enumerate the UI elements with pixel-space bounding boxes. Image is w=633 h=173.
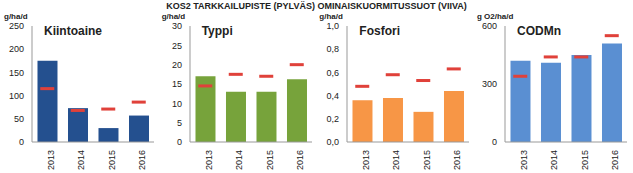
html-text:g/ha/d: g/ha/d bbox=[319, 12, 343, 21]
html-text:g/ha/d: g/ha/d bbox=[161, 12, 186, 21]
svg-text:2013: 2013 bbox=[361, 150, 371, 170]
svg-text:0: 0 bbox=[177, 137, 182, 147]
svg-text:30: 30 bbox=[172, 21, 182, 31]
svg-text:0: 0 bbox=[492, 137, 497, 147]
html-text:CODMn: CODMn bbox=[517, 24, 561, 38]
svg-text:0,6: 0,6 bbox=[327, 68, 340, 78]
svg-text:2015: 2015 bbox=[107, 150, 117, 170]
svg-text:2015: 2015 bbox=[422, 150, 432, 170]
svg-text:0: 0 bbox=[19, 137, 24, 147]
svg-text:2014: 2014 bbox=[549, 150, 559, 170]
svg-text:2016: 2016 bbox=[137, 150, 147, 170]
svg-text:25: 25 bbox=[172, 41, 182, 51]
svg-text:0,4: 0,4 bbox=[327, 91, 340, 101]
svg-text:5: 5 bbox=[177, 118, 182, 128]
html-text:KOS2 TARKKAILUPISTE (PYLVÄS) O: KOS2 TARKKAILUPISTE (PYLVÄS) OMINAISKUOR… bbox=[166, 1, 467, 11]
html-text:g/ha/d: g/ha/d bbox=[4, 12, 28, 21]
svg-text:1,0: 1,0 bbox=[327, 21, 340, 31]
svg-text:200: 200 bbox=[9, 44, 24, 54]
svg-text:150: 150 bbox=[9, 68, 24, 78]
svg-text:2014: 2014 bbox=[76, 150, 86, 170]
html-text:Kiintoaine: Kiintoaine bbox=[44, 24, 102, 38]
svg-text:2014: 2014 bbox=[234, 150, 244, 170]
svg-text:2016: 2016 bbox=[610, 150, 620, 170]
svg-text:15: 15 bbox=[172, 79, 182, 89]
svg-text:250: 250 bbox=[9, 21, 24, 31]
svg-text:2013: 2013 bbox=[203, 150, 213, 170]
svg-text:50: 50 bbox=[14, 114, 24, 124]
svg-text:10: 10 bbox=[172, 99, 182, 109]
svg-text:2016: 2016 bbox=[295, 150, 305, 170]
html-text:Typpi: Typpi bbox=[201, 24, 233, 38]
svg-text:2013: 2013 bbox=[46, 150, 56, 170]
svg-text:20: 20 bbox=[172, 60, 182, 70]
html-text:Fosfori: Fosfori bbox=[359, 24, 400, 38]
svg-text:600: 600 bbox=[482, 21, 497, 31]
html-text:g O2/ha/d: g O2/ha/d bbox=[477, 12, 514, 21]
svg-text:2013: 2013 bbox=[519, 150, 529, 170]
svg-text:2014: 2014 bbox=[391, 150, 401, 170]
svg-text:0,2: 0,2 bbox=[327, 114, 340, 124]
svg-text:2016: 2016 bbox=[452, 150, 462, 170]
svg-text:100: 100 bbox=[9, 91, 24, 101]
svg-text:2015: 2015 bbox=[264, 150, 274, 170]
svg-text:2015: 2015 bbox=[580, 150, 590, 170]
svg-text:0,8: 0,8 bbox=[327, 44, 340, 54]
svg-text:300: 300 bbox=[482, 79, 497, 89]
svg-text:0,0: 0,0 bbox=[327, 137, 340, 147]
